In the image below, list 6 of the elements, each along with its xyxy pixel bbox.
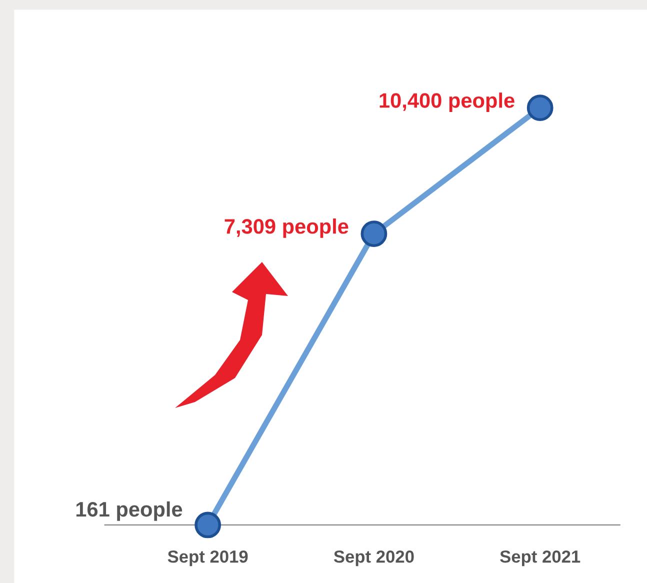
x-tick-label: Sept 2021 xyxy=(500,550,580,566)
data-label: 10,400 people xyxy=(380,92,514,112)
x-tick-label: Sept 2019 xyxy=(168,550,248,566)
x-tick-label: Sept 2020 xyxy=(334,550,414,566)
data-label: 161 people xyxy=(76,501,182,521)
data-label: 7,309 people xyxy=(224,218,348,238)
